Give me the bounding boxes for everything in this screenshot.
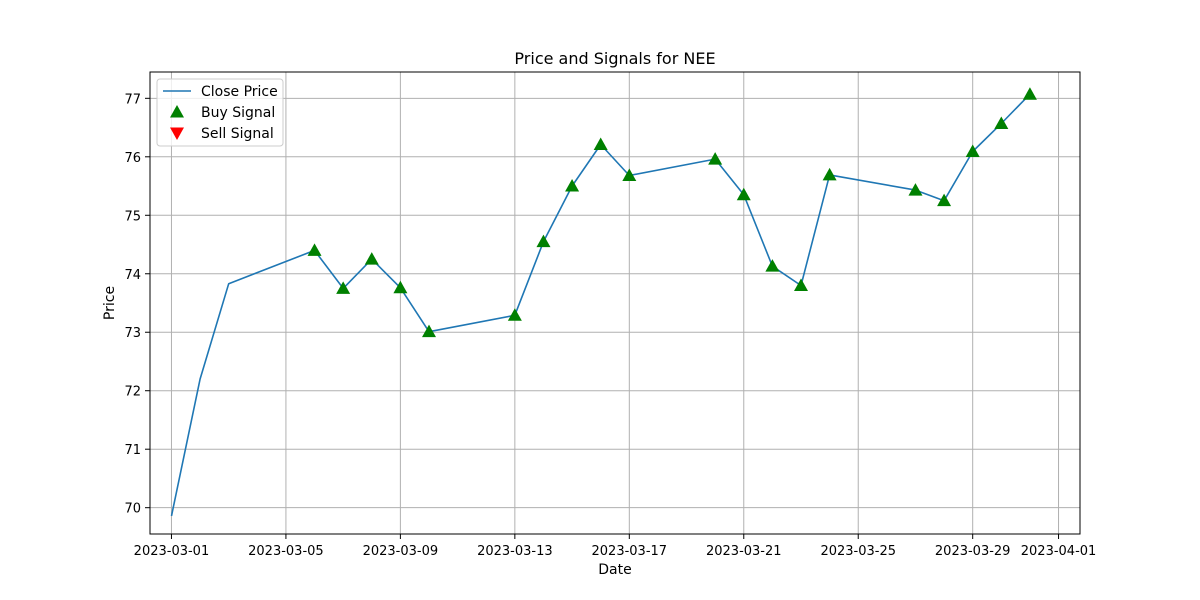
x-tick-label: 2023-03-25 (820, 544, 896, 559)
legend-label: Close Price (201, 84, 278, 100)
legend-label: Buy Signal (201, 105, 275, 121)
plot-area-frame (149, 71, 1081, 535)
y-tick-label: 70 (124, 502, 141, 517)
buy-signal-marker (794, 278, 808, 291)
x-tick-label: 2023-03-29 (935, 544, 1011, 559)
legend-box (156, 78, 284, 147)
buy-signal-marker (622, 168, 637, 182)
marker-layer (307, 87, 1037, 338)
buy-signal-marker (336, 281, 351, 294)
y-tick-label: 72 (124, 385, 141, 400)
y-tick-label: 75 (124, 209, 141, 224)
x-tick-label: 2023-03-09 (363, 544, 439, 559)
legend-label: Sell Signal (201, 126, 274, 142)
buy-signal-marker (364, 252, 379, 265)
buy-signal-marker (1022, 87, 1037, 100)
buy-signal-marker (536, 234, 551, 248)
buy-signal-marker (708, 152, 723, 165)
buy-signal-marker (965, 144, 980, 158)
buy-signal-marker (908, 183, 923, 196)
x-axis-label: Date (598, 562, 631, 578)
chart-title: Price and Signals for NEE (514, 49, 715, 68)
buy-signal-marker (765, 259, 780, 272)
y-tick-label: 73 (124, 326, 141, 341)
buy-signal-marker (822, 167, 837, 181)
buy-signal-marker (593, 137, 608, 151)
buy-signal-marker (393, 280, 408, 294)
x-tick-label: 2023-03-01 (134, 544, 210, 559)
legend: Close Price Buy Signal Sell Signal (156, 78, 284, 147)
y-axis-ticks: 70 71 72 73 74 75 76 77 (124, 92, 150, 517)
x-tick-label: 2023-04-01 (1021, 544, 1097, 559)
buy-signal-marker (422, 324, 436, 338)
x-tick-label: 2023-03-13 (477, 544, 553, 559)
y-tick-label: 71 (124, 443, 141, 458)
legend-buy-swatch (170, 105, 184, 118)
buy-signal-marker (507, 308, 522, 321)
y-tick-label: 74 (124, 268, 141, 283)
buy-signal-marker (937, 193, 952, 207)
y-axis-label: Price (102, 286, 118, 320)
y-tick-label: 76 (124, 151, 141, 166)
x-tick-label: 2023-03-05 (248, 544, 324, 559)
x-tick-label: 2023-03-17 (592, 544, 668, 559)
buy-signal-marker (565, 179, 580, 192)
legend-sell-swatch (170, 127, 184, 140)
buy-signal-marker (307, 243, 322, 256)
x-axis-ticks: 2023-03-01 2023-03-05 2023-03-09 2023-03-13… (134, 534, 1097, 559)
x-tick-label: 2023-03-21 (706, 544, 782, 559)
y-tick-label: 77 (124, 92, 141, 107)
buy-signal-marker (736, 187, 751, 201)
buy-signal-marker (994, 116, 1009, 129)
